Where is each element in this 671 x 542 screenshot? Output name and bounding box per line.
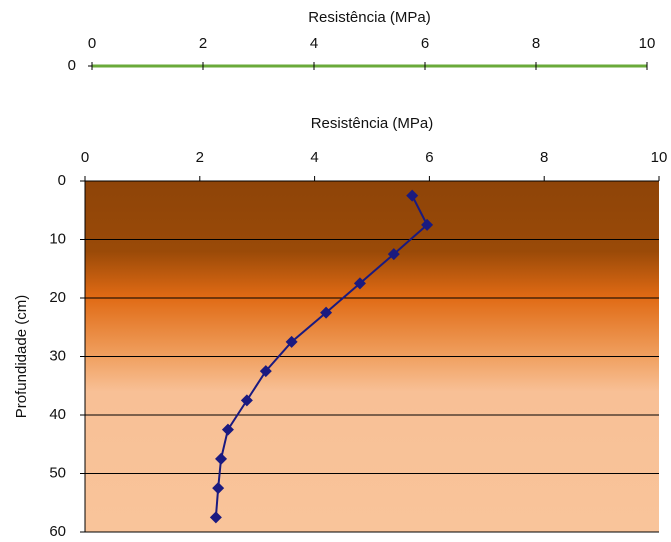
x-tick-label: 6 [421,35,429,52]
y-tick-label: 0 [58,172,66,189]
data-point [209,511,222,524]
x-tick-label: 8 [540,149,548,166]
data-point [387,248,400,261]
data-point [421,218,434,231]
data-point [353,277,366,290]
x-tick-label: 10 [639,35,656,52]
y-tick-label: 10 [49,230,66,247]
y-tick-label: 0 [68,57,76,74]
y-tick-label: 40 [49,406,66,423]
y-tick-label: 20 [49,289,66,306]
data-point [221,423,234,436]
x-tick-label: 10 [651,149,668,166]
x-axis-title: Resistência (MPa) [311,115,434,132]
x-axis-title: Resistência (MPa) [308,9,431,26]
y-tick-label: 50 [49,464,66,481]
y-tick-label: 60 [49,523,66,540]
data-point [240,394,253,407]
data-point [320,306,333,319]
data-point [212,482,225,495]
x-tick-label: 0 [81,149,89,166]
x-tick-label: 8 [532,35,540,52]
x-tick-label: 0 [88,35,96,52]
data-point [285,335,298,348]
data-point [259,365,272,378]
y-axis-title: Profundidade (cm) [13,295,30,418]
x-tick-label: 2 [199,35,207,52]
x-tick-label: 6 [425,149,433,166]
data-point [406,189,419,202]
data-point [215,452,228,465]
x-tick-label: 2 [196,149,204,166]
y-tick-label: 30 [49,347,66,364]
x-tick-label: 4 [310,35,318,52]
x-tick-label: 4 [310,149,318,166]
